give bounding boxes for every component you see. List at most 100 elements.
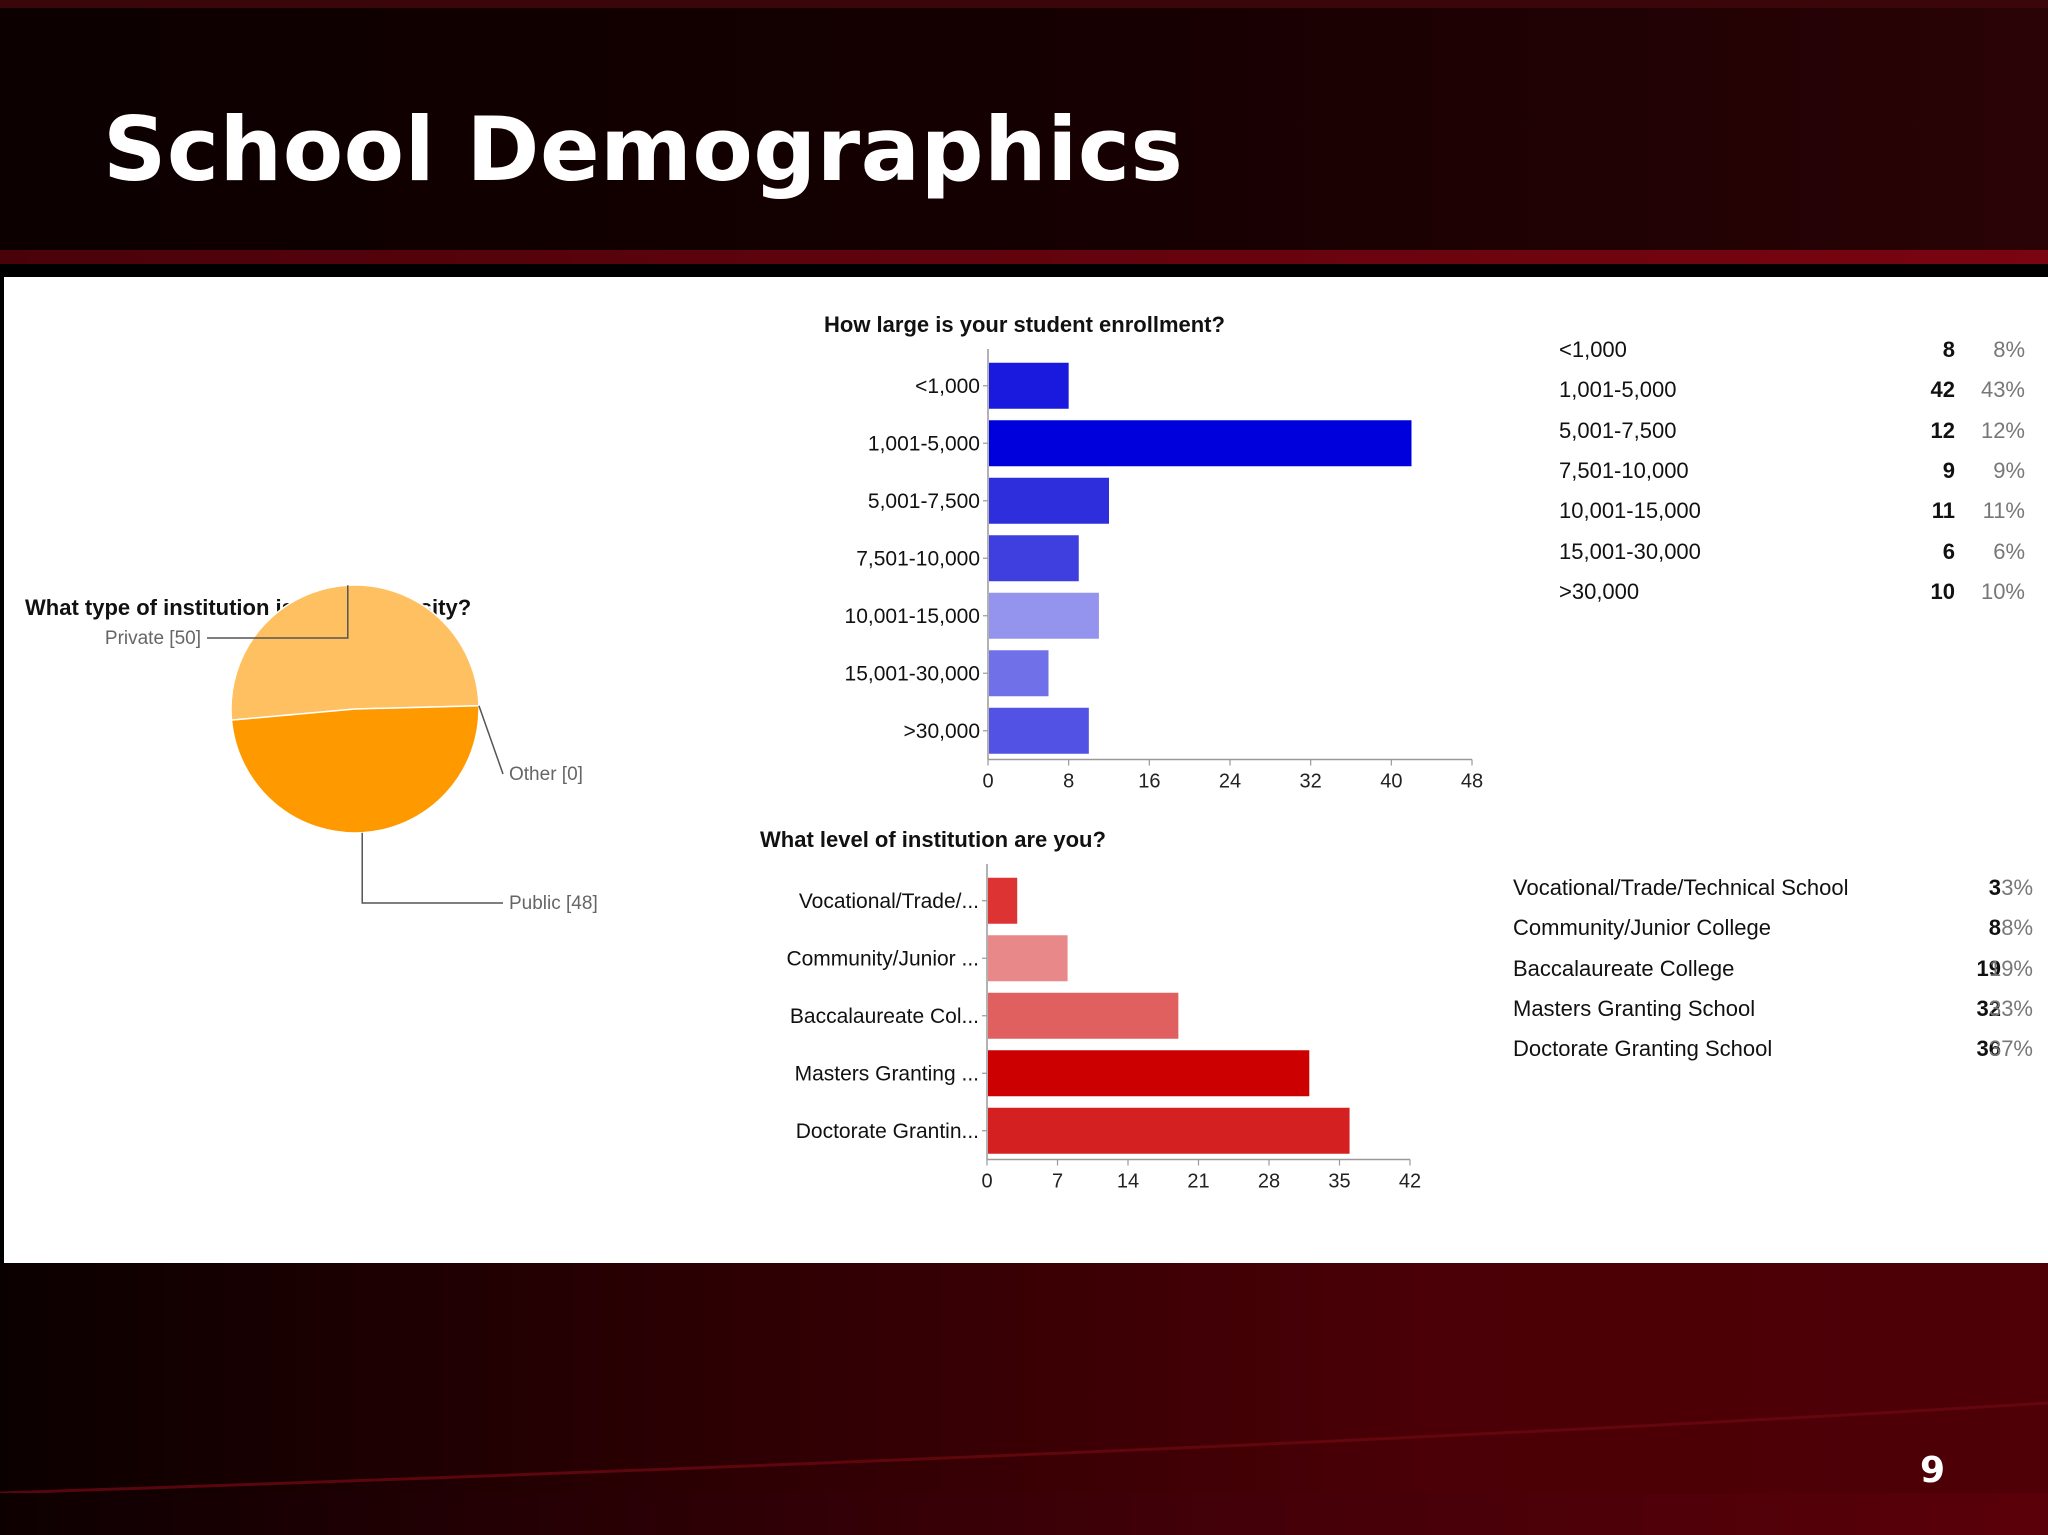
institution-type-pie-chart: What type of institution is your univers… [25, 584, 598, 914]
institution-level-bar-chart: What level of institution are you? Vocat… [760, 827, 1421, 1193]
enroll-category-label: 10,001-15,000 [845, 605, 980, 628]
summary-percent: 11% [1982, 498, 2025, 524]
summary-row: 10,001-15,000 11 11% [1559, 498, 2029, 528]
summary-count: 42 [1930, 377, 1955, 403]
slide-title: School Demographics [103, 98, 1184, 201]
header-top-edge [0, 0, 2048, 8]
summary-percent: 9% [1993, 457, 2025, 483]
enroll-x-tick-label: 48 [1461, 771, 1483, 793]
enrollment-summary-table: <1,000 8 8% 1,001-5,000 42 43% 5,001-7,500 12 12… [1559, 337, 2029, 604]
summary-percent: 19% [1988, 955, 2033, 981]
level-x-tick-label: 42 [1399, 1171, 1421, 1193]
level-x-tick-label: 14 [1117, 1171, 1139, 1193]
summary-percent: 10% [1980, 578, 2025, 604]
level-category-label: Community/Junior ... [786, 947, 979, 970]
enrollment-bar-chart: How large is your student enrollment? <1… [824, 312, 1483, 793]
level-category-label: Vocational/Trade/... [799, 890, 979, 913]
header-bottom-edge [0, 250, 2048, 264]
enroll-bar [989, 362, 1069, 409]
level-summary-table: Vocational/Trade/Technical School 3 3% Comm… [1513, 875, 2033, 1065]
enroll-bar [989, 707, 1089, 754]
enroll-x-tick-label: 0 [982, 771, 993, 793]
summary-count: 10 [1930, 578, 1955, 604]
footer-bottom-strip [0, 1493, 2048, 1535]
level-x-tick-label: 7 [1052, 1171, 1063, 1193]
enroll-bar [989, 420, 1412, 467]
summary-percent: 37% [1988, 1036, 2033, 1062]
summary-label: 7,501-10,000 [1559, 457, 1689, 483]
summary-label: 5,001-7,500 [1559, 417, 1677, 443]
level-bar [988, 992, 1179, 1039]
summary-count: 32 [1976, 995, 2001, 1021]
summary-row: Community/Junior College 8 8% [1513, 915, 2033, 945]
summary-count: 36 [1976, 1036, 2001, 1062]
summary-row: 7,501-10,000 9 9% [1559, 458, 2029, 488]
level-category-label: Masters Granting ... [795, 1062, 979, 1085]
level-bar [988, 935, 1068, 982]
level-category-label: Baccalaureate Col... [790, 1005, 979, 1028]
level-category-label: Doctorate Grantin... [796, 1120, 979, 1143]
summary-label: Doctorate Granting School [1513, 1036, 1773, 1062]
summary-row: Baccalaureate College 19 19% [1513, 956, 2033, 986]
enroll-x-tick-label: 40 [1380, 771, 1402, 793]
summary-count: 3 [1988, 875, 2001, 900]
summary-count: 8 [1942, 337, 1955, 362]
summary-label: Community/Junior College [1513, 915, 1771, 941]
enroll-category-label: 15,001-30,000 [845, 662, 980, 685]
summary-label: Masters Granting School [1513, 995, 1756, 1021]
enroll-x-tick-label: 24 [1219, 771, 1241, 793]
footer-decorative-curve [0, 1401, 2048, 1495]
summary-row: >30,000 10 10% [1559, 579, 2029, 609]
summary-label: 1,001-5,000 [1559, 377, 1677, 403]
summary-percent: 8% [2001, 915, 2033, 941]
slide-header: School Demographics [0, 0, 2048, 264]
enroll-bar [989, 535, 1079, 582]
enroll-category-label: 7,501-10,000 [856, 547, 980, 570]
page-number: 9 [1920, 1450, 1946, 1491]
enroll-x-tick-label: 32 [1300, 771, 1322, 793]
enroll-x-tick-label: 16 [1138, 771, 1160, 793]
summary-label: 10,001-15,000 [1559, 498, 1701, 524]
summary-count: 6 [1942, 538, 1955, 564]
level-chart-title: What level of institution are you? [760, 827, 1106, 852]
summary-label: Vocational/Trade/Technical School [1513, 875, 1849, 900]
summary-label: <1,000 [1559, 337, 1627, 362]
level-x-tick-label: 21 [1187, 1171, 1209, 1193]
pie-slice-public [230, 704, 480, 834]
enroll-category-label: 1,001-5,000 [868, 432, 980, 455]
summary-label: >30,000 [1559, 578, 1640, 604]
enroll-bar [989, 592, 1099, 639]
enroll-category-label: >30,000 [904, 720, 981, 743]
summary-row: 15,001-30,000 6 6% [1559, 539, 2029, 569]
summary-count: 11 [1931, 498, 1955, 524]
summary-percent: 6% [1993, 538, 2025, 564]
summary-percent: 3% [2001, 875, 2033, 900]
level-bar [988, 1050, 1310, 1097]
slide-footer [0, 1263, 2048, 1535]
summary-percent: 12% [1980, 417, 2025, 443]
summary-row: Doctorate Granting School 36 37% [1513, 1036, 2033, 1066]
enroll-category-label: <1,000 [915, 375, 980, 398]
summary-count: 19 [1976, 955, 2001, 981]
summary-row: Masters Granting School 32 33% [1513, 996, 2033, 1026]
summary-percent: 8% [1993, 337, 2025, 362]
enroll-bar [989, 650, 1049, 697]
summary-percent: 43% [1980, 377, 2025, 403]
summary-label: Baccalaureate College [1513, 955, 1735, 981]
summary-row: <1,000 8 8% [1559, 337, 2029, 367]
content-panel: What type of institution is your univers… [4, 277, 2048, 1263]
summary-percent: 33% [1988, 995, 2033, 1021]
level-bar [988, 1107, 1350, 1154]
summary-count: 12 [1930, 417, 1955, 443]
level-x-tick-label: 0 [981, 1171, 992, 1193]
pie-label-private: Private [50] [105, 628, 201, 649]
pie-label-other: Other [0] [509, 764, 583, 785]
level-x-tick-label: 28 [1258, 1171, 1280, 1193]
summary-row: Vocational/Trade/Technical School 3 3% [1513, 875, 2033, 905]
summary-row: 1,001-5,000 42 43% [1559, 377, 2029, 407]
summary-label: 15,001-30,000 [1559, 538, 1701, 564]
summary-count: 8 [1988, 915, 2001, 941]
pie-leader-other [478, 705, 504, 775]
level-bar [988, 877, 1018, 924]
level-x-tick-label: 35 [1328, 1171, 1350, 1193]
